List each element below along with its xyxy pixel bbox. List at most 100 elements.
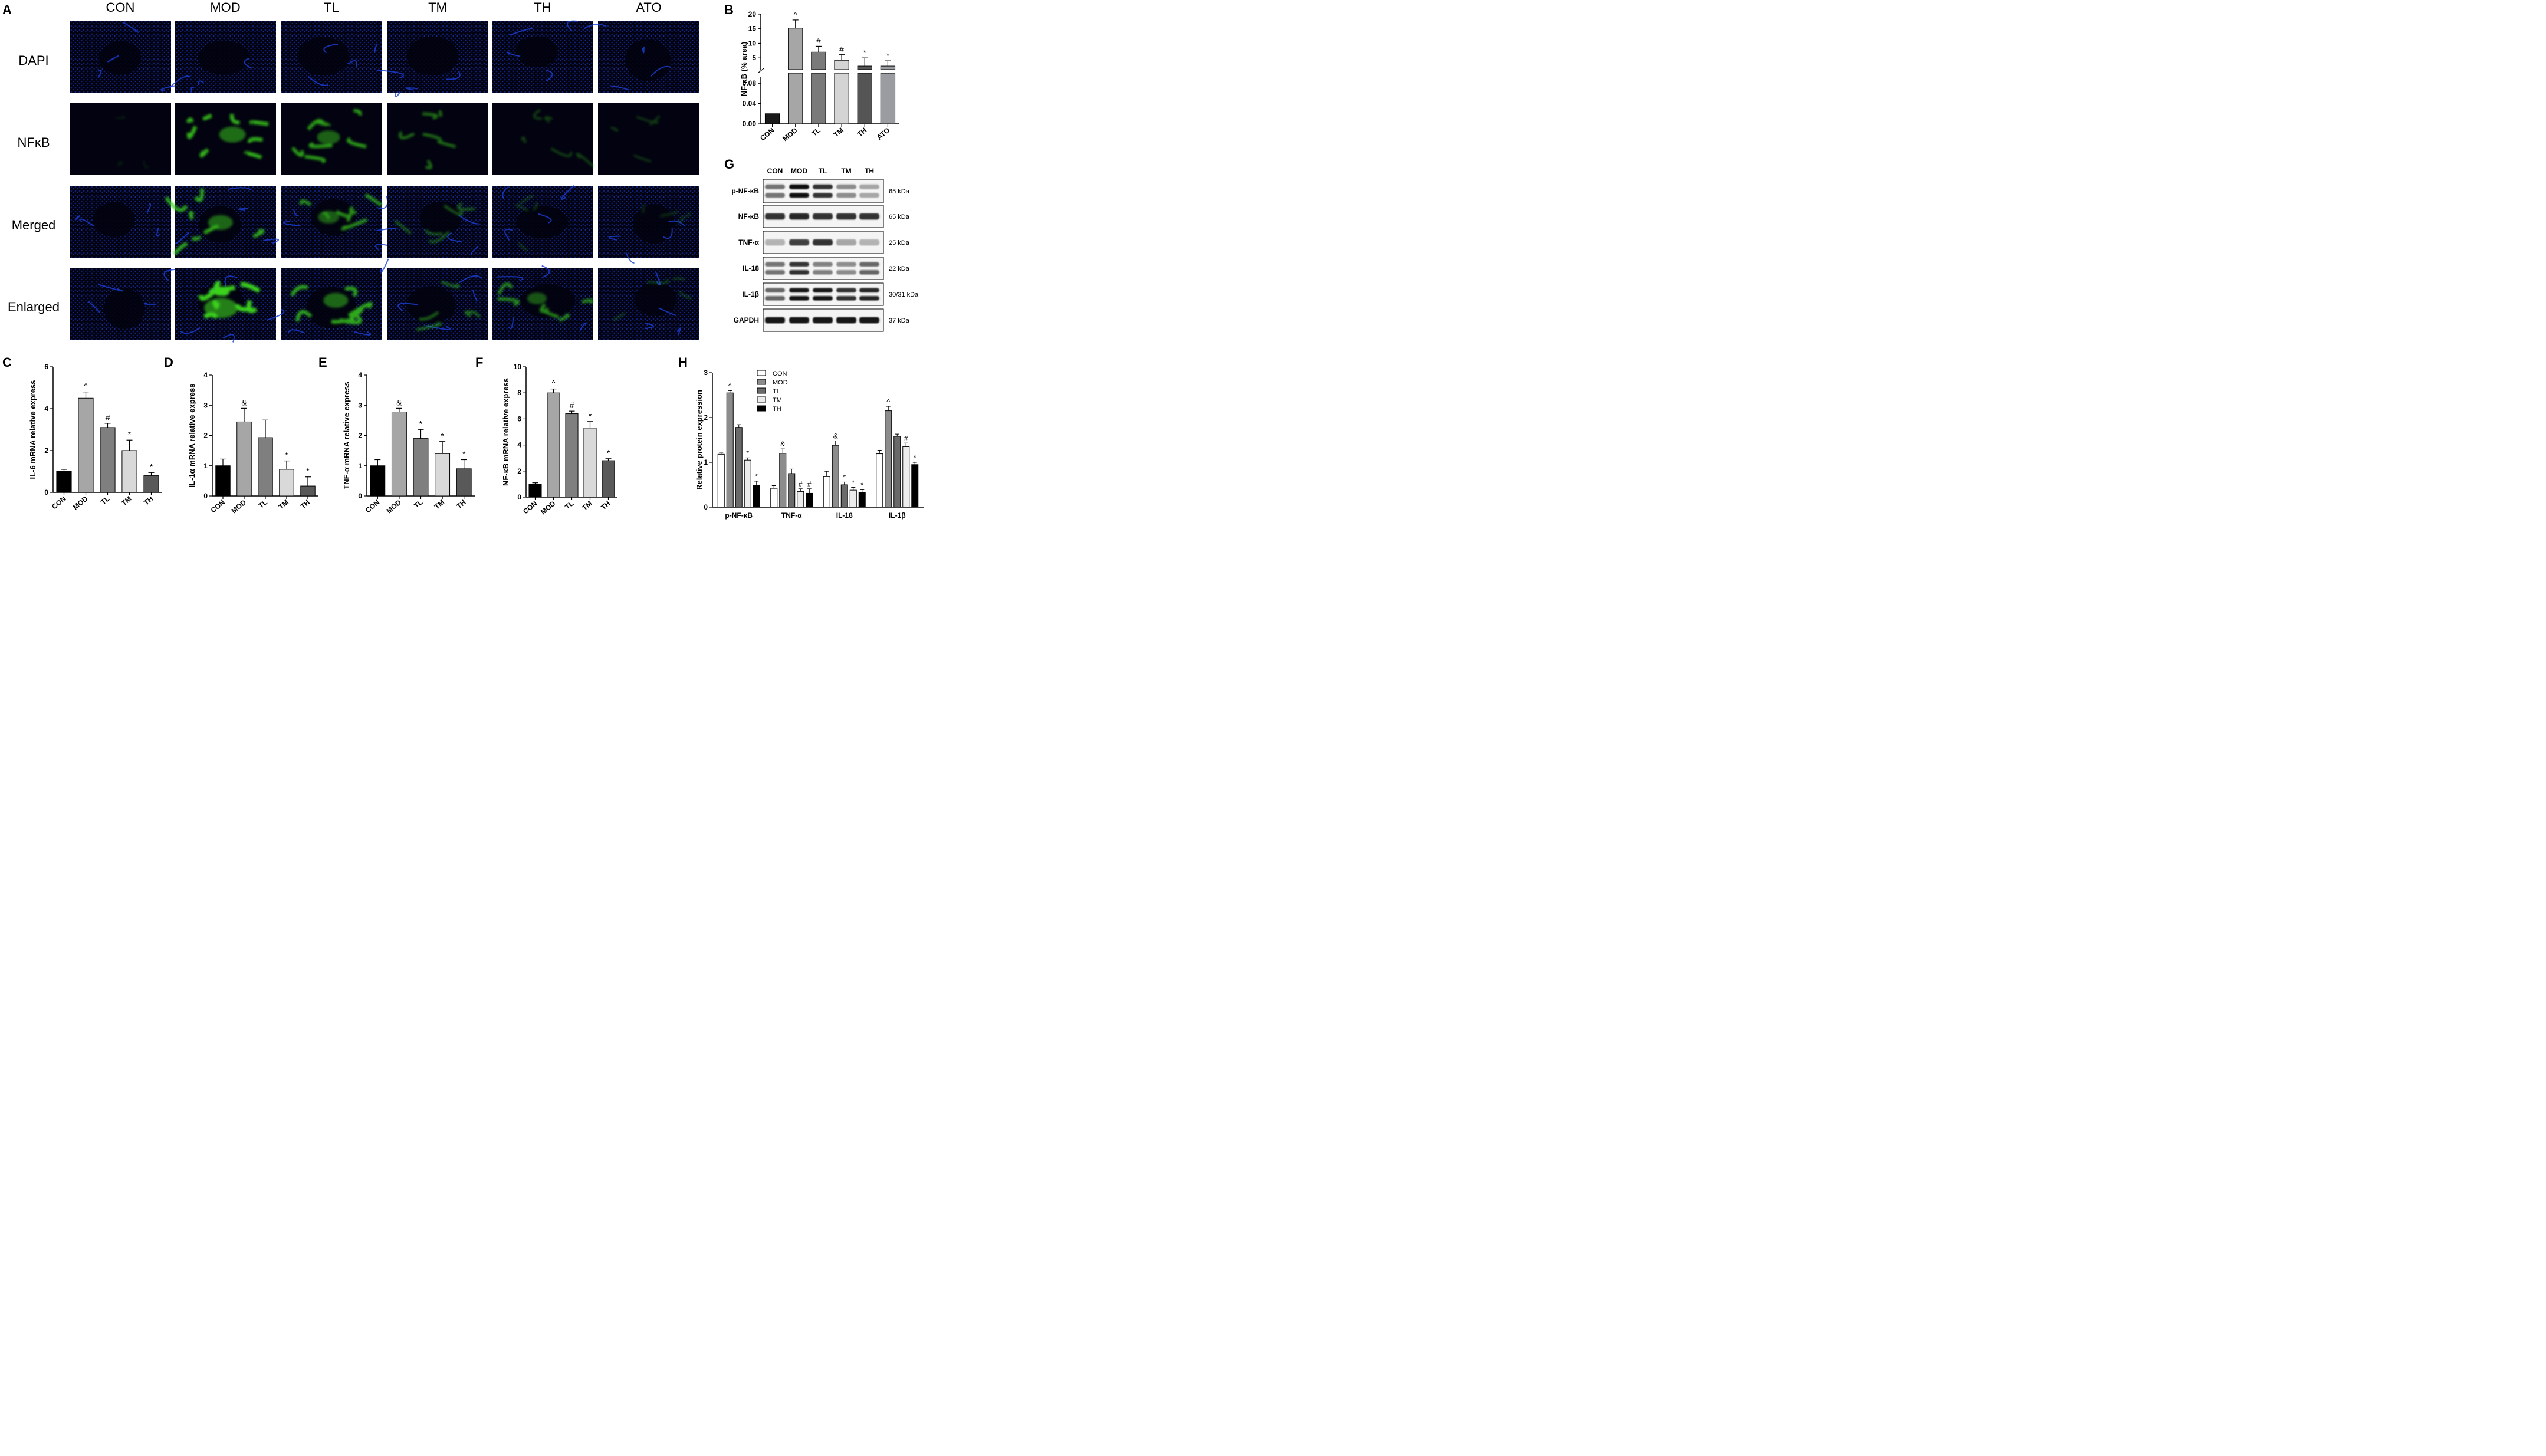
significance-mark: * [886,51,890,60]
legend-label-tl: TL [773,388,780,395]
row-label-nfb: NFκB [18,135,50,150]
tissue-fiber [287,329,305,334]
green-fiber [519,195,534,205]
band-upper [836,262,856,267]
y-tick-label: 4 [203,371,208,379]
green-fiber [581,298,593,304]
green-fiber [394,219,412,234]
bar-th [300,485,316,497]
bar-tl [893,436,901,508]
green-fiber [316,120,331,128]
micrograph-enlarged-tm [387,268,488,340]
x-tick-label-tl: TL [412,498,424,510]
bar-mod [78,397,94,493]
bar-th [456,468,472,497]
green-fiber [443,204,463,216]
bar-mod [236,421,252,497]
green-fiber [425,229,443,236]
green-fiber [241,282,261,293]
legend-swatch-con [757,370,766,376]
green-fiber [559,313,570,322]
y-tick-label: 2 [203,432,208,440]
band [859,317,879,324]
band-lower [813,270,833,275]
green-fiber [116,161,124,167]
green-fiber [518,242,528,252]
chart-h: 0 1 2 3 Relative protein expression ^ * * p-NF-κ… [695,369,924,520]
row-label-enlarged: Enlarged [8,300,60,314]
blot-group-tl: TL [819,167,827,175]
green-fiber [520,136,527,143]
green-fiber [252,229,265,238]
bands [765,262,879,275]
bands [765,317,879,324]
tissue-fiber [323,43,339,54]
x-tick-label-tm: TM [580,499,593,512]
blot-row-il1: IL-1β 30/31 kDa [742,282,919,306]
tissue-fiber [266,308,285,321]
significance-mark: ^ [84,382,88,391]
green-fiber [467,310,481,318]
green-fiber [646,278,669,284]
x-tick-label: TNF-α [781,511,802,520]
axis-break-mark [757,68,764,74]
band [813,213,833,220]
y-tick-label: 0 [44,488,48,497]
band-upper [813,288,833,292]
lumen [406,286,456,324]
nfkb-signal [291,109,367,163]
blot-label: IL-18 [743,264,759,272]
micrograph-dapi-mod [170,21,276,93]
band-lower [813,296,833,301]
band-lower [859,193,879,198]
band [859,213,879,220]
micrograph-nfb-con [70,103,171,175]
tissue-fiber [79,218,94,227]
green-fiber [344,286,357,297]
green-fiber [186,117,194,124]
green-fiber [441,281,460,288]
nfkb-signal [399,110,456,169]
tissue-fiber [610,85,630,91]
tissue-fiber [472,289,478,302]
blot-kda: 65 kDa [889,188,910,195]
green-fiber [202,113,212,121]
band-lower [836,270,856,275]
x-tick-label-tm: TM [832,126,845,139]
y-tick-label: 0 [203,492,208,500]
tissue-fiber [377,69,404,79]
column-label-mod: MOD [210,0,240,15]
legend-swatch-tl [757,387,766,394]
green-fiber [422,133,442,142]
lumen [297,37,349,75]
band-upper [765,262,785,267]
legend: CON MOD TL TM TH [757,370,788,413]
significance-mark: # [904,434,908,442]
green-fiber [353,109,362,116]
tissue-fiber [263,238,280,244]
bar-mod [779,453,787,508]
significance-mark: * [306,466,310,476]
tissue-fiber [504,228,513,241]
panel-letter-b: B [724,2,734,17]
band-upper [765,288,785,292]
nfkb-signal [610,115,661,163]
green-fiber [636,116,659,124]
blot-label: GAPDH [734,316,759,324]
bar-th [806,492,813,508]
x-tick-label-mod: MOD [781,126,799,143]
lumen [634,282,676,316]
significance-mark: * [843,473,846,481]
bar-th [143,475,159,493]
tissue-fiber [224,275,238,290]
green-cluster [317,130,340,144]
y-tick-label: 0 [704,503,708,511]
legend-label-tm: TM [773,397,782,404]
bar-con [823,476,830,508]
significance-mark: ^ [551,379,556,388]
tissue-fiber [445,71,461,80]
nfkb-signal [290,285,373,324]
green-fiber [672,277,686,281]
tissue-fiber [580,322,587,331]
band [765,317,785,324]
